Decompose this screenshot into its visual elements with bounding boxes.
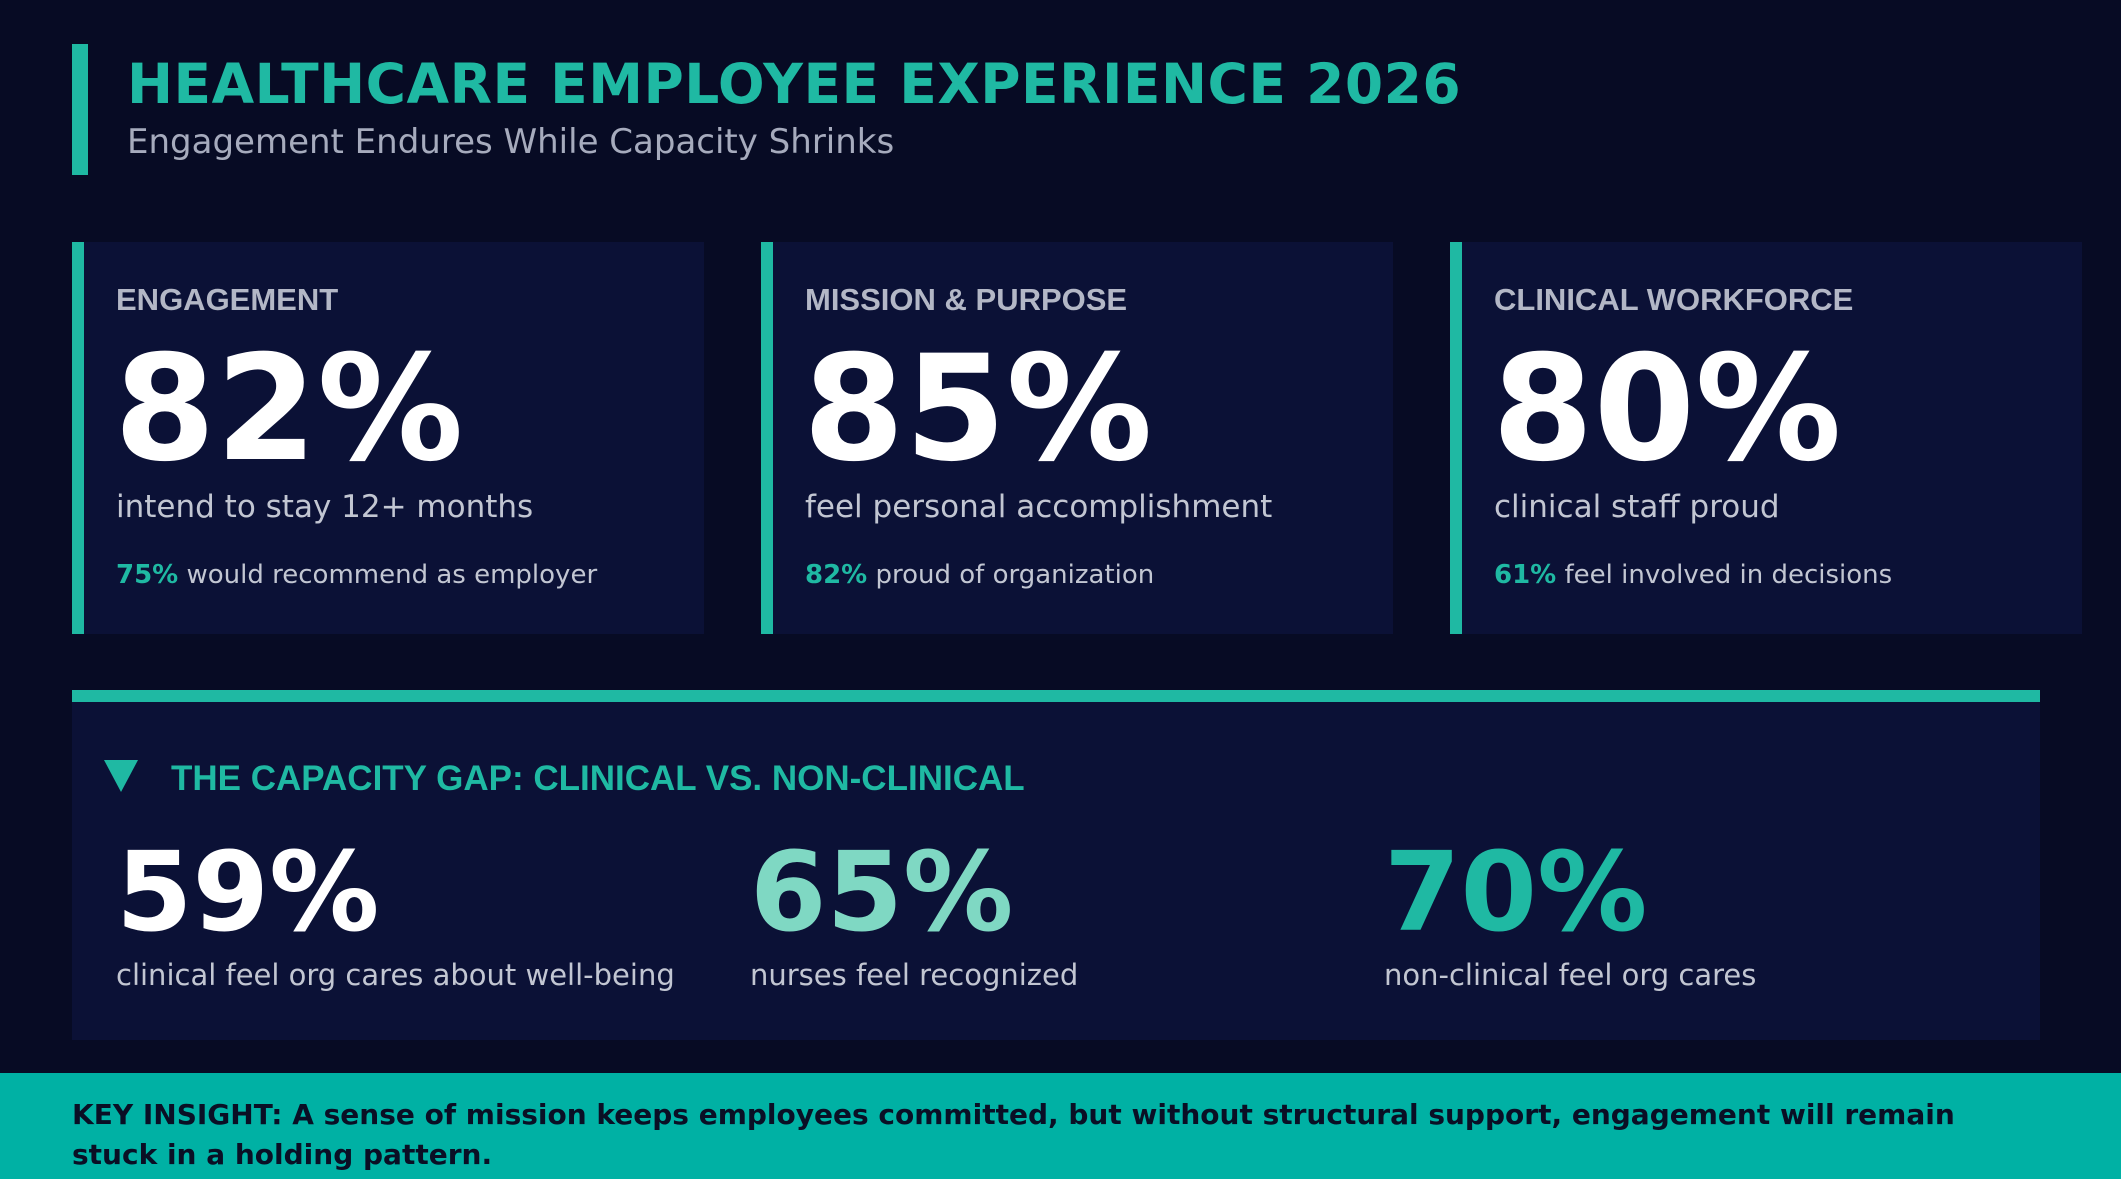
card-sub-value: 75% (116, 560, 179, 590)
card-value: 85% (803, 324, 1153, 494)
engagement-card: ENGAGEMENT 82% intend to stay 12+ months… (72, 242, 704, 634)
capacity-gap-title: THE CAPACITY GAP: CLINICAL VS. NON-CLINI… (171, 759, 1025, 798)
card-sub-text: would recommend as employer (178, 560, 598, 590)
card-sub-value: 61% (1494, 560, 1557, 590)
card-sub-text: feel involved in decisions (1556, 560, 1893, 590)
card-label: CLINICAL WORKFORCE (1494, 282, 1854, 317)
card-sub-text: proud of organization (867, 560, 1155, 590)
card-value: 80% (1492, 324, 1842, 494)
clinical-workforce-card: CLINICAL WORKFORCE 80% clinical staff pr… (1450, 242, 2082, 634)
card-label: ENGAGEMENT (116, 282, 339, 317)
card-description: intend to stay 12+ months (116, 489, 534, 525)
gap-stat-description: nurses feel recognized (750, 958, 1079, 992)
card-sub-stat: 75% would recommend as employer (116, 560, 597, 590)
gap-stat-description: non-clinical feel org cares (1384, 958, 1757, 992)
card-sub-stat: 82% proud of organization (805, 560, 1154, 590)
card-label: MISSION & PURPOSE (805, 282, 1128, 317)
gap-stat-value: 65% (750, 828, 1014, 956)
page-subtitle: Engagement Endures While Capacity Shrink… (127, 122, 895, 162)
gap-stat-description: clinical feel org cares about well-being (116, 958, 675, 992)
page-title: HEALTHCARE EMPLOYEE EXPERIENCE 2026 (127, 52, 1462, 116)
mission-purpose-card: MISSION & PURPOSE 85% feel personal acco… (761, 242, 1393, 634)
gap-stat-value: 70% (1384, 828, 1648, 956)
triangle-down-icon (104, 760, 138, 792)
card-description: feel personal accomplishment (805, 489, 1273, 525)
key-insight-banner: KEY INSIGHT: A sense of mission keeps em… (0, 1073, 2121, 1179)
card-sub-value: 82% (805, 560, 868, 590)
title-accent-bar (72, 44, 88, 175)
gap-stat-value: 59% (116, 828, 380, 956)
card-value: 82% (114, 324, 464, 494)
capacity-gap-panel: THE CAPACITY GAP: CLINICAL VS. NON-CLINI… (72, 702, 2040, 1040)
card-description: clinical staff proud (1494, 489, 1780, 525)
capacity-gap-divider (72, 690, 2040, 702)
card-sub-stat: 61% feel involved in decisions (1494, 560, 1892, 590)
